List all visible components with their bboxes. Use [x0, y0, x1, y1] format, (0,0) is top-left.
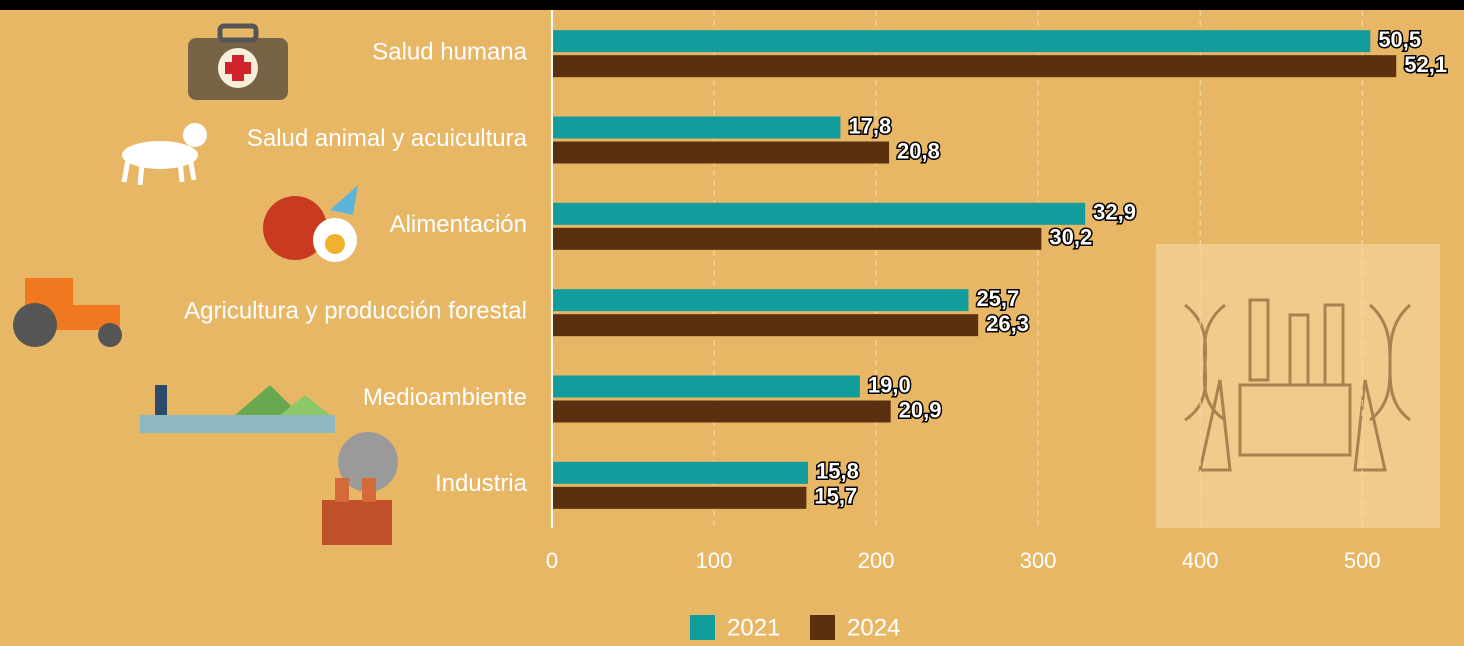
top-band — [0, 0, 1464, 10]
lab-drawing — [1184, 298, 1411, 472]
category-label: Agricultura y producción forestal — [184, 298, 527, 325]
bar — [552, 486, 807, 509]
legend-swatch — [690, 615, 715, 640]
bar — [552, 202, 1086, 225]
value-label: 15,8 — [816, 459, 859, 484]
icons — [13, 23, 398, 545]
env-ground — [140, 415, 335, 433]
dog-legs — [121, 157, 197, 186]
x-tick-label: 400 — [1182, 548, 1219, 573]
env-hill2 — [280, 395, 330, 415]
value-label: 19,0 — [868, 372, 911, 397]
category-label: Salud humana — [372, 39, 527, 66]
value-label: 20,9 — [899, 397, 942, 422]
legend-label: 2021 — [727, 614, 780, 641]
tractor-wheel-small — [98, 323, 122, 347]
bar — [552, 375, 860, 398]
bar — [552, 141, 890, 164]
value-label: 32,9 — [1093, 200, 1136, 225]
value-label: 50,5 — [1378, 27, 1421, 52]
x-tick-label: 200 — [858, 548, 895, 573]
meat-icon — [263, 196, 327, 260]
category-label: Industria — [435, 470, 528, 497]
dog-icon — [122, 141, 198, 169]
x-tick-label: 0 — [546, 548, 558, 573]
bar — [552, 314, 979, 337]
bar — [552, 400, 891, 423]
bar — [552, 461, 809, 484]
category-label: Medioambiente — [363, 384, 527, 411]
bar — [552, 289, 969, 312]
value-label: 20,8 — [897, 138, 940, 163]
x-tick-label: 300 — [1020, 548, 1057, 573]
env-factory — [155, 385, 167, 415]
env-hill — [235, 385, 300, 415]
value-label: 25,7 — [976, 286, 1019, 311]
category-label: Salud animal y acuicultura — [247, 125, 528, 152]
fish-icon — [330, 185, 358, 215]
legend-swatch — [810, 615, 835, 640]
egg-yolk — [325, 234, 345, 254]
dog-head — [183, 123, 207, 147]
category-label: Alimentación — [390, 211, 527, 238]
legend-label: 2024 — [847, 614, 900, 641]
x-tick-label: 100 — [696, 548, 733, 573]
smoke-icon — [338, 432, 398, 492]
factory-icon — [322, 500, 392, 545]
value-label: 15,7 — [814, 484, 857, 509]
medkit-handle — [217, 23, 259, 43]
bar — [552, 30, 1371, 53]
value-label: 52,1 — [1404, 52, 1447, 77]
x-tick-label: 500 — [1344, 548, 1381, 573]
bar — [552, 55, 1397, 78]
factory-chimney — [362, 478, 376, 502]
medkit-cross — [225, 55, 251, 81]
factory-chimney — [335, 478, 349, 502]
tractor-wheel — [13, 303, 57, 347]
bar — [552, 116, 841, 139]
value-label: 26,3 — [986, 311, 1029, 336]
bar — [552, 227, 1042, 250]
value-label: 30,2 — [1049, 225, 1092, 250]
value-label: 17,8 — [848, 113, 891, 138]
